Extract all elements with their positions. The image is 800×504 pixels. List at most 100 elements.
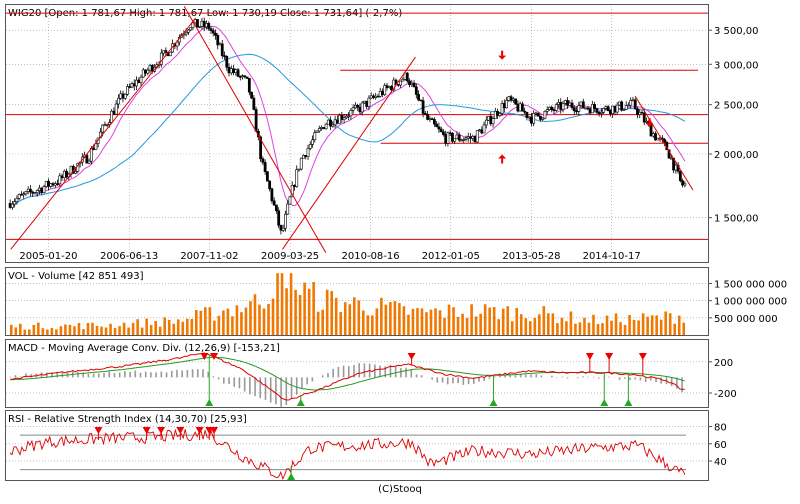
volume-bar — [348, 304, 352, 335]
volume-bar — [583, 317, 586, 335]
price-candle-body — [466, 136, 470, 139]
volume-bar — [519, 314, 523, 335]
volume-bar — [271, 298, 275, 335]
price-candle-body — [293, 185, 296, 187]
price-candle-body — [545, 109, 549, 112]
price-candle-body — [130, 83, 134, 88]
macd-y-tick-label: -200 — [714, 389, 737, 400]
price-candle-body — [595, 108, 599, 113]
volume-bar — [551, 313, 555, 335]
volume-bar — [371, 315, 374, 335]
price-candle-body — [645, 120, 648, 123]
price-candle-body — [392, 79, 396, 91]
price-candle-body — [137, 79, 141, 83]
sell-arrow-icon — [498, 50, 507, 60]
volume-bar — [601, 323, 604, 335]
volume-bar — [28, 329, 31, 335]
price-candle-body — [491, 118, 495, 125]
volume-bar — [443, 317, 446, 335]
volume-bar — [605, 315, 609, 335]
volume-bar — [280, 273, 284, 335]
price-x-tick-label: 2012-01-05 — [422, 251, 480, 262]
rsi-signals — [94, 427, 296, 480]
price-candle-body — [609, 110, 612, 114]
volume-bar — [447, 304, 451, 335]
price-candle-body — [496, 111, 499, 116]
price-candle-body — [435, 123, 439, 128]
volume-bar — [140, 327, 144, 335]
price-candle-body — [223, 55, 226, 57]
price-candle-body — [135, 79, 138, 87]
volume-bar — [307, 288, 311, 335]
price-candle-body — [26, 188, 30, 192]
macd-line — [10, 352, 685, 401]
price-candle-body — [525, 111, 529, 118]
price-candle-body — [575, 110, 578, 113]
price-candle-body — [615, 104, 619, 113]
volume-bar — [343, 302, 347, 335]
price-candle-body — [563, 100, 567, 104]
price-candle-body — [656, 137, 660, 141]
price-candle-body — [586, 107, 590, 110]
price-candle-body — [58, 175, 62, 185]
volume-bar — [533, 317, 537, 335]
price-candle-body — [417, 94, 420, 101]
volume-bar — [664, 311, 667, 335]
volume-bar — [50, 327, 54, 335]
price-candle-body — [559, 102, 563, 110]
price-candle-body — [241, 75, 244, 78]
price-candle-body — [277, 210, 281, 226]
price-candle-body — [103, 124, 107, 126]
price-candle-body — [20, 194, 23, 196]
price-y-tick-label: 2 500,00 — [714, 101, 759, 112]
volume-bar — [226, 308, 230, 335]
price-candle-body — [577, 105, 581, 112]
price-candle-body — [478, 129, 481, 132]
price-candle-body — [593, 104, 597, 109]
price-candle-body — [60, 175, 64, 179]
price-candle-body — [286, 203, 290, 215]
volume-bar — [488, 307, 491, 335]
volume-bar — [86, 323, 90, 335]
price-candle-body — [383, 85, 387, 95]
price-candle-body — [602, 108, 606, 113]
price-candle-body — [92, 148, 96, 150]
volume-bar — [375, 308, 379, 335]
volume-bar — [524, 318, 528, 335]
volume-bar — [18, 323, 22, 335]
volume-bar — [154, 321, 157, 335]
price-candle-body — [202, 20, 206, 28]
price-candle-body — [457, 134, 461, 141]
price-candle-body — [198, 26, 202, 28]
rsi-panel-frame — [5, 410, 709, 481]
price-candle-body — [419, 99, 423, 102]
moving-average-long-line — [9, 53, 686, 208]
price-candle-body — [148, 65, 152, 71]
price-candle-body — [487, 115, 490, 121]
price-candle-body — [216, 35, 220, 46]
volume-bar — [91, 322, 94, 335]
price-candle-body — [338, 114, 342, 124]
price-candle-body — [139, 76, 143, 83]
volume-bar — [158, 326, 162, 335]
price-candle-body — [35, 190, 39, 193]
price-candle-body — [408, 80, 411, 86]
sell-triangle-icon — [605, 353, 614, 360]
price-candle-body — [509, 96, 513, 101]
volume-bars — [9, 273, 686, 335]
volume-bar — [262, 308, 266, 335]
price-candle-body — [33, 192, 37, 194]
volume-bar — [515, 307, 519, 335]
rsi-line — [9, 428, 686, 481]
volume-bar — [632, 319, 636, 335]
price-candle-body — [313, 132, 317, 141]
rsi-title: RSI - Relative Strength Index (14,30,70)… — [8, 414, 247, 425]
volume-bar — [172, 323, 176, 335]
price-candle-body — [505, 100, 508, 109]
price-candle-body — [493, 111, 497, 119]
price-candle-body — [247, 78, 251, 93]
price-x-tick-label: 2014-10-17 — [583, 251, 641, 262]
macd-title: MACD - Moving Average Conv. Div. (12,26,… — [8, 343, 280, 354]
price-candle-body — [631, 99, 635, 102]
